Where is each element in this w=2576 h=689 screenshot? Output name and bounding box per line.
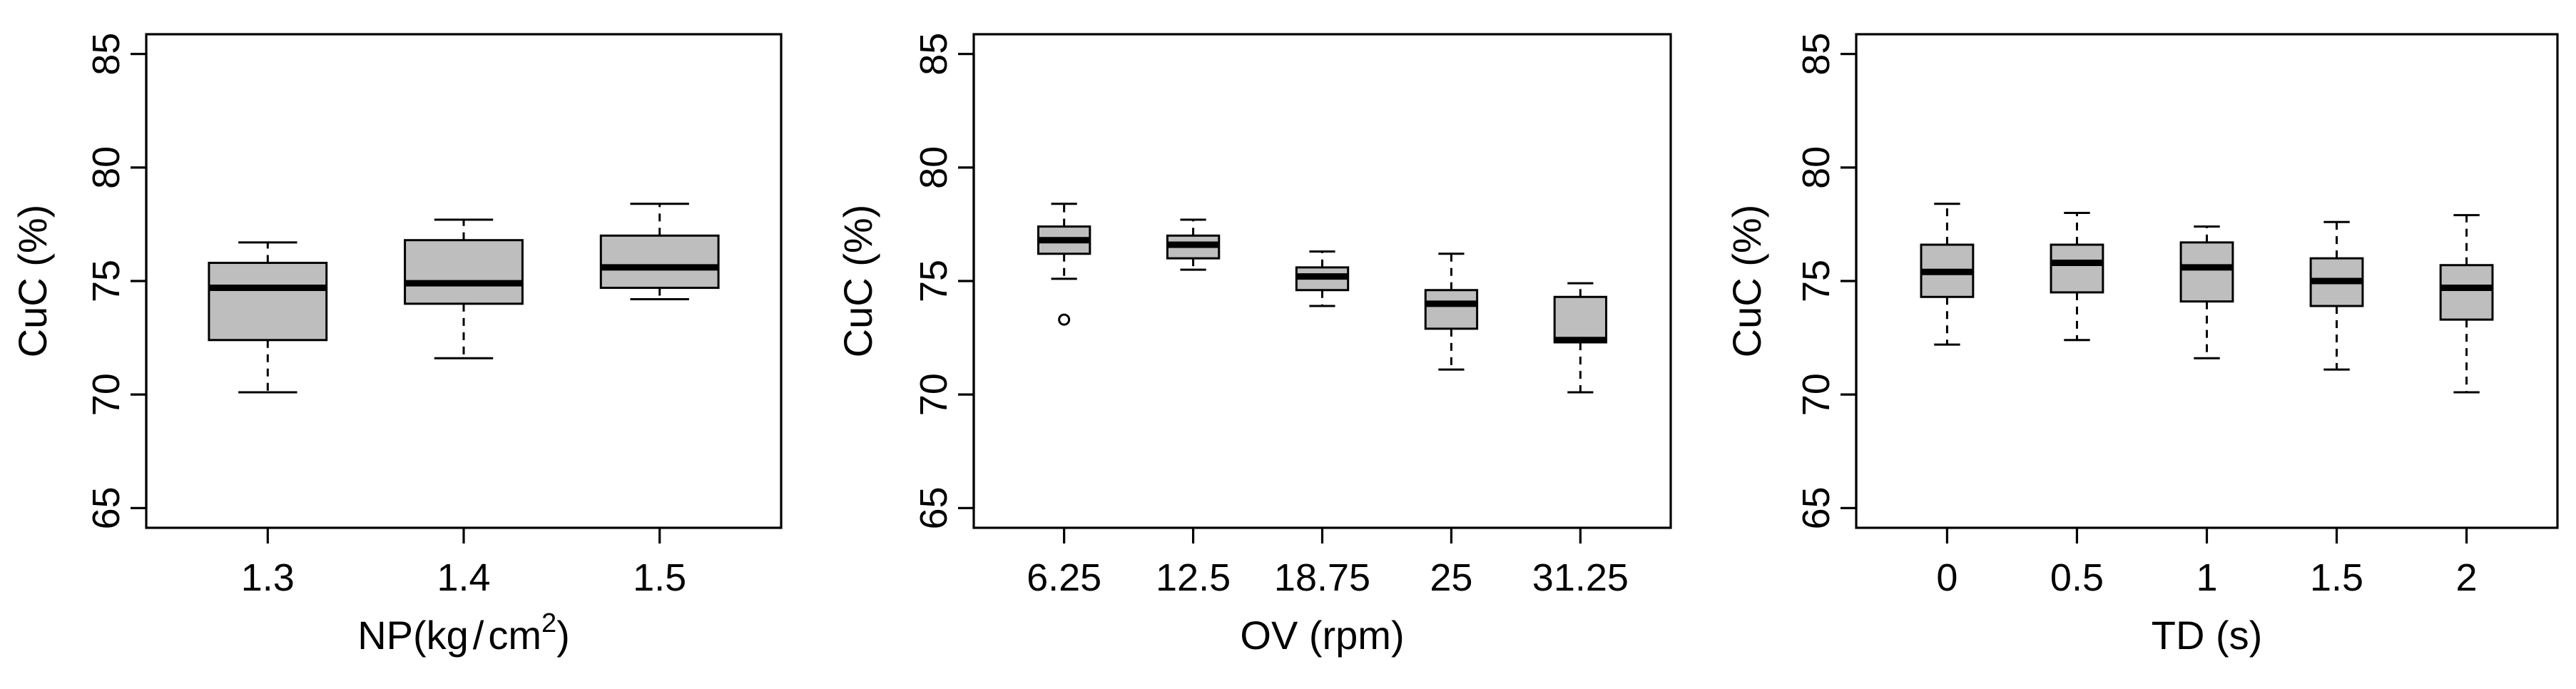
box-18.75 bbox=[1295, 250, 1350, 307]
box-6.25 bbox=[1037, 203, 1091, 326]
x-tick-label: 25 bbox=[1430, 556, 1472, 599]
boxplot-panel-2: 65 70 75 80 85 CuC (%) 6.25 12.5 18.75 25 31.25 OV … bbox=[835, 33, 1672, 658]
x-tick-label: 1.4 bbox=[437, 556, 490, 599]
x-tick-label: 1.5 bbox=[2310, 556, 2363, 599]
iqr-box bbox=[2050, 243, 2104, 294]
iqr-box bbox=[208, 262, 328, 342]
box-2 bbox=[2439, 214, 2494, 394]
y-tick-label: 80 bbox=[912, 146, 955, 189]
x-axis: 1.3 1.4 1.5 bbox=[241, 528, 686, 599]
x-axis-label: NP(kg / cm2) bbox=[357, 608, 570, 658]
box-12.5 bbox=[1166, 218, 1221, 271]
box-1 bbox=[2179, 225, 2234, 359]
x-tick-label: 0.5 bbox=[2050, 556, 2104, 599]
box-1.5 bbox=[2309, 220, 2364, 371]
boxplot-panel-1: 65 70 75 80 85 CuC (%) 1.3 1.4 1.5 NP(kg / cm2) bbox=[10, 33, 783, 658]
iqr-box bbox=[2439, 264, 2494, 321]
y-tick-label: 85 bbox=[85, 33, 128, 76]
x-tick-label: 12.5 bbox=[1156, 556, 1231, 599]
y-axis-label: CuC (%) bbox=[835, 205, 880, 358]
x-tick-label: 31.25 bbox=[1532, 556, 1629, 599]
box-1.5 bbox=[599, 203, 720, 300]
x-tick-label: 6.25 bbox=[1027, 556, 1101, 599]
y-tick-label: 70 bbox=[85, 373, 128, 416]
y-tick-label: 70 bbox=[912, 373, 955, 416]
y-axis: 65 70 75 80 85 bbox=[85, 33, 148, 529]
box-31.25 bbox=[1553, 282, 1608, 394]
box-1.3 bbox=[208, 241, 328, 394]
iqr-box bbox=[599, 234, 720, 290]
x-axis: 6.25 12.5 18.75 25 31.25 bbox=[1027, 528, 1629, 599]
box-0.5 bbox=[2050, 212, 2104, 342]
y-tick-label: 75 bbox=[85, 260, 128, 302]
iqr-box bbox=[1553, 295, 1608, 344]
y-axis-label: CuC (%) bbox=[10, 205, 55, 358]
x-tick-label: 0 bbox=[1936, 556, 1958, 599]
outlier-point bbox=[1058, 313, 1071, 326]
y-tick-label: 85 bbox=[1795, 33, 1838, 76]
y-tick-label: 80 bbox=[85, 146, 128, 189]
boxplot-panel-3: 65 70 75 80 85 CuC (%) 0 0.5 1 1.5 2 TD (s) bbox=[1724, 33, 2559, 658]
y-axis: 65 70 75 80 85 bbox=[1795, 33, 1858, 529]
y-tick-label: 85 bbox=[912, 33, 955, 76]
y-tick-label: 70 bbox=[1795, 373, 1838, 416]
iqr-box bbox=[1424, 289, 1479, 330]
x-tick-label: 2 bbox=[2456, 556, 2478, 599]
x-tick-label: 1 bbox=[2196, 556, 2217, 599]
y-tick-label: 75 bbox=[1795, 260, 1838, 302]
iqr-box bbox=[404, 239, 524, 305]
y-axis-label: CuC (%) bbox=[1724, 205, 1769, 358]
iqr-box bbox=[2179, 241, 2234, 303]
y-axis: 65 70 75 80 85 bbox=[912, 33, 975, 529]
y-tick-label: 65 bbox=[1795, 486, 1838, 529]
x-tick-label: 1.3 bbox=[241, 556, 295, 599]
y-tick-label: 80 bbox=[1795, 146, 1838, 189]
x-tick-label: 1.5 bbox=[633, 556, 686, 599]
x-axis-label: TD (s) bbox=[2152, 613, 2263, 658]
x-axis: 0 0.5 1 1.5 2 bbox=[1936, 528, 2478, 599]
y-tick-label: 75 bbox=[912, 260, 955, 302]
x-tick-label: 18.75 bbox=[1274, 556, 1370, 599]
y-tick-label: 65 bbox=[85, 486, 128, 529]
box-25 bbox=[1424, 252, 1479, 371]
y-tick-label: 65 bbox=[912, 486, 955, 529]
box-1.4 bbox=[404, 218, 524, 359]
box-0 bbox=[1920, 203, 1975, 346]
x-axis-label: OV (rpm) bbox=[1240, 613, 1404, 658]
